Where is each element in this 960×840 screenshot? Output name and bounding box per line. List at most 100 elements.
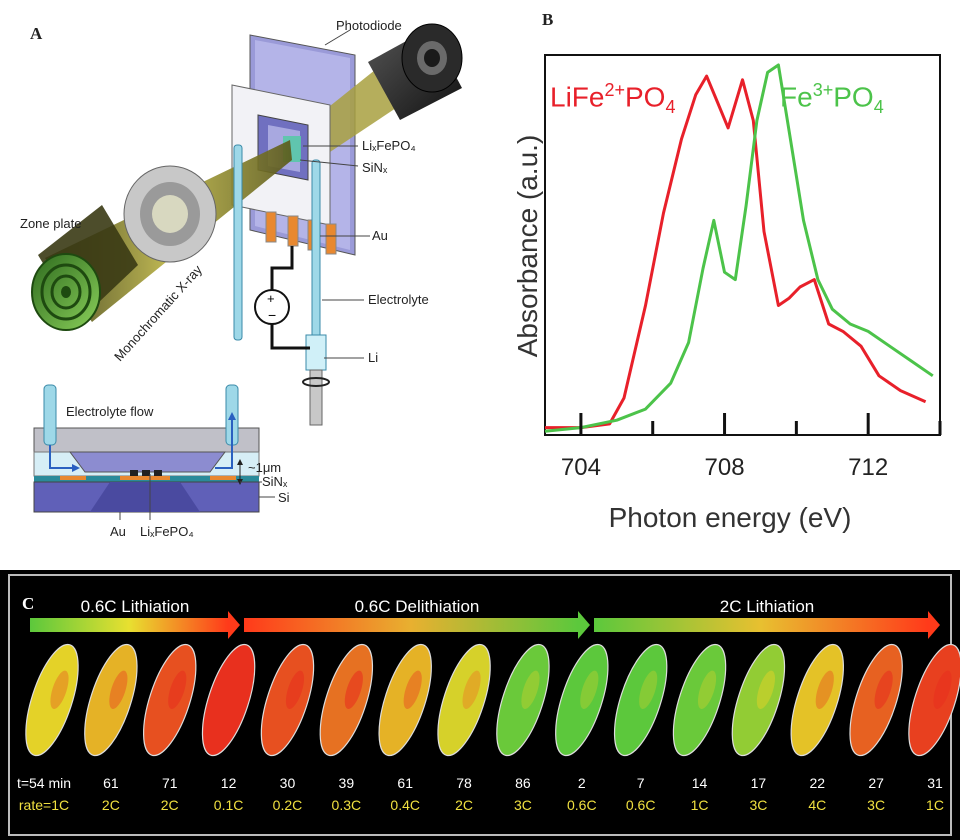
particle-highlight-15 — [933, 670, 952, 709]
label-au-bottom: Au — [110, 524, 126, 539]
panel-c: C 0.6C Lithiation 0.6C Delithiation 2C Lit… — [0, 570, 960, 840]
particle-6 — [378, 643, 432, 757]
label-lixfepo4-bottom: LiₓFePO₄ — [140, 524, 194, 539]
phase-arrow-head-0 — [228, 611, 240, 639]
series-label-lifepo4-tail: PO — [625, 81, 666, 113]
particle-3 — [201, 643, 256, 757]
particle-time-13: 22 — [809, 775, 825, 791]
particle-highlight-12 — [756, 670, 775, 709]
particle-rate-2: 2C — [161, 797, 179, 813]
x-axis-label: Photon energy (eV) — [608, 502, 852, 533]
series-label-fepo4-main: Fe — [780, 81, 813, 113]
particle-11 — [672, 643, 727, 757]
particle-highlight-10 — [639, 670, 658, 709]
particle-rate-9: 0.6C — [567, 797, 597, 813]
particle-rate-12: 3C — [749, 797, 767, 813]
svg-text:−: − — [268, 307, 276, 323]
particle-sequence: 0.6C Lithiation 0.6C Delithiation 2C Lithi… — [17, 597, 960, 813]
particle-0 — [25, 643, 79, 757]
phase-label-0: 0.6C Lithiation — [81, 597, 190, 616]
phase-arrow-bar-1 — [244, 618, 578, 632]
particle-rate-0: rate=1C — [19, 797, 69, 813]
series-label-lifepo4-sub: 4 — [665, 96, 676, 117]
label-si: Si — [278, 490, 290, 505]
particle-highlight-11 — [697, 670, 717, 709]
x-tick-label-704: 704 — [561, 454, 601, 481]
particle-rate-5: 0.3C — [332, 797, 362, 813]
particle-12 — [731, 643, 786, 757]
particle-rate-13: 4C — [808, 797, 826, 813]
particle-rate-15: 1C — [926, 797, 944, 813]
particle-rate-6: 0.4C — [390, 797, 420, 813]
series-line-0 — [545, 74, 927, 430]
particle-rate-10: 0.6C — [626, 797, 656, 813]
cross-section — [33, 384, 275, 520]
particle-rate-11: 1C — [691, 797, 709, 813]
particle-time-14: 27 — [868, 775, 884, 791]
svg-text:+: + — [267, 291, 275, 306]
particle-15 — [908, 643, 960, 757]
panel-a: A — [0, 0, 470, 560]
particle-1 — [84, 643, 138, 757]
photodiode-detector — [368, 23, 463, 120]
particle-highlight-5 — [344, 670, 363, 709]
series-label-fepo4-tail: PO — [833, 81, 874, 113]
panel-b: B 704 708 712 LiFe2+PO4 Fe3+PO4 Absorbance… — [470, 0, 960, 560]
label-gap: ~1μm — [248, 460, 281, 475]
particle-rate-7: 2C — [455, 797, 473, 813]
particle-5 — [319, 643, 374, 757]
series-label-lifepo4-sup: 2+ — [604, 80, 625, 100]
particle-rate-1: 2C — [102, 797, 120, 813]
particle-time-11: 14 — [692, 775, 708, 791]
label-electrolyte: Electrolyte — [368, 292, 429, 307]
particle-time-1: 61 — [103, 775, 119, 791]
particle-highlight-2 — [168, 670, 187, 709]
particle-13 — [790, 643, 845, 757]
particle-time-15: 31 — [927, 775, 943, 791]
panel-c-letter: C — [22, 594, 35, 613]
plot-frame — [544, 54, 941, 436]
particle-time-5: 39 — [339, 775, 355, 791]
particle-highlight-9 — [580, 670, 599, 709]
particle-rate-4: 0.2C — [273, 797, 303, 813]
zone-plate — [123, 165, 217, 263]
particle-4 — [260, 643, 315, 757]
label-electrolyte-flow: Electrolyte flow — [66, 404, 154, 419]
particle-time-8: 86 — [515, 775, 531, 791]
phase-arrow-head-2 — [928, 611, 940, 639]
phase-label-2: 2C Lithiation — [720, 597, 815, 616]
label-au: Au — [372, 228, 388, 243]
particle-time-7: 78 — [456, 775, 472, 791]
particle-rate-14: 3C — [867, 797, 885, 813]
particle-body-15 — [908, 643, 960, 757]
label-lixfepo4: LiₓFePO₄ — [362, 138, 416, 153]
particle-highlight-8 — [521, 670, 540, 709]
series-line-1 — [544, 63, 934, 433]
particle-highlight-7 — [462, 670, 481, 709]
particle-highlight-1 — [109, 670, 128, 709]
leader-lines — [299, 29, 370, 359]
particle-highlight-3 — [227, 670, 246, 709]
particle-highlight-14 — [874, 670, 893, 709]
particle-time-10: 7 — [637, 775, 645, 791]
particle-highlight-0 — [50, 670, 69, 709]
particle-time-2: 71 — [162, 775, 178, 791]
particle-time-0: t=54 min — [17, 775, 71, 791]
particle-highlight-4 — [285, 670, 305, 709]
particle-time-3: 12 — [221, 775, 237, 791]
particle-7 — [437, 643, 491, 757]
series-label-fepo4-sub: 4 — [873, 96, 884, 117]
electrolyte-tubes — [233, 144, 330, 426]
circuit: + − — [254, 246, 310, 350]
label-photodiode: Photodiode — [336, 18, 402, 33]
particle-9 — [555, 643, 609, 757]
x-tick-label-712: 712 — [848, 454, 888, 481]
particle-10 — [613, 643, 668, 757]
series-label-lifepo4-main: LiFe — [550, 81, 605, 113]
particle-time-4: 30 — [280, 775, 296, 791]
y-axis-label: Absorbance (a.u.) — [512, 134, 543, 358]
label-sinx-bottom: SiNₓ — [262, 474, 288, 489]
series-label-lifepo4: LiFe2+PO4 — [550, 80, 675, 118]
phase-arrow-bar-2 — [594, 618, 928, 632]
particle-rate-3: 0.1C — [214, 797, 244, 813]
